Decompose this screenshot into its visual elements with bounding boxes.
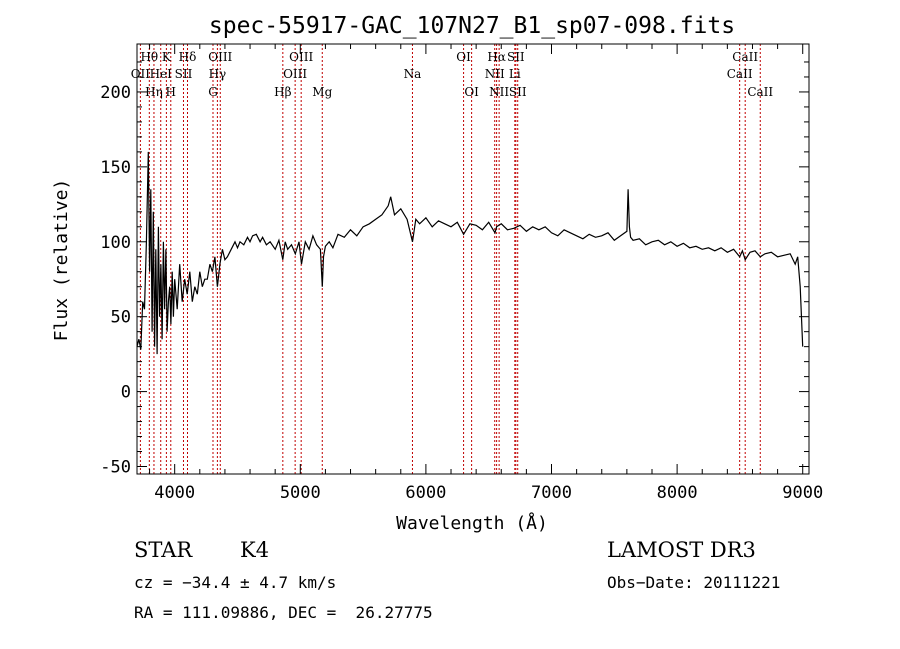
y-axis-label: Flux (relative) (51, 179, 72, 342)
spectral-line-label: K (162, 50, 172, 64)
spectral-line-label: OII (131, 67, 151, 81)
survey-name: LAMOST DR3 (607, 538, 756, 562)
y-tick-label: 0 (121, 383, 131, 403)
spectral-line-label: SII (507, 50, 525, 64)
x-tick-label: 8000 (657, 483, 698, 503)
spectral-line-markers (139, 44, 761, 474)
spectral-line-label: CaII (732, 50, 758, 64)
object-class: STAR (134, 538, 193, 562)
object-subclass: K4 (240, 538, 270, 562)
spectral-line-label: NII (489, 85, 509, 99)
spectral-line-label: Mg (312, 85, 332, 99)
coordinates: RA = 111.09886, DEC = 26.27775 (134, 603, 433, 622)
spectral-line-label: CaII (727, 67, 753, 81)
spectral-line-label: OIII (283, 67, 307, 81)
plot-frame (136, 43, 810, 475)
spectral-line-label: OI (456, 50, 471, 64)
chart-title: spec-55917-GAC_107N27_B1_sp07-098.fits (209, 13, 735, 39)
spectral-line-label: HeI (150, 67, 173, 81)
x-tick-label: 7000 (531, 483, 572, 503)
spectral-line-label: OIII (289, 50, 313, 64)
obs-date: Obs−Date: 20111221 (607, 573, 781, 592)
spectral-line-label: SII (175, 67, 193, 81)
y-tick-label: 200 (100, 83, 131, 103)
flux-series-line (136, 151, 804, 355)
spectral-line-label: Hα (487, 50, 506, 64)
spectral-line-label: Hθ (140, 50, 158, 64)
y-tick-label: 100 (100, 233, 131, 253)
x-tick-label: 9000 (782, 483, 823, 503)
spectral-line-label: Hδ (179, 50, 197, 64)
spectral-line-label: OIII (208, 50, 232, 64)
spectral-line-label: OI (464, 85, 479, 99)
spectral-line-label: Hγ (209, 67, 227, 81)
spectral-line-label: Na (404, 67, 422, 81)
y-tick-label: -50 (100, 458, 131, 478)
x-axis-label: Wavelength (Å) (396, 512, 548, 534)
spectral-line-label: CaII (747, 85, 773, 99)
x-axis-ticks: 4000 5000 6000 7000 8000 9000 (149, 44, 823, 503)
x-tick-label: 4000 (154, 483, 195, 503)
y-tick-label: 150 (100, 158, 131, 178)
x-tick-label: 6000 (405, 483, 446, 503)
spectral-line-label: Hη (145, 85, 163, 99)
redshift-readout: cz = −34.4 ± 4.7 km/s (134, 573, 337, 592)
spectral-line-label: NII (485, 67, 505, 81)
x-tick-label: 5000 (280, 483, 321, 503)
spectral-line-label: G (208, 85, 218, 99)
spectral-line-label: SII (509, 85, 527, 99)
y-axis-ticks: -50 0 50 100 150 200 (100, 61, 809, 478)
spectral-line-label: Hβ (274, 85, 291, 99)
spectral-line-label: H (166, 85, 176, 99)
spectral-line-label: Li (509, 67, 521, 81)
y-tick-label: 50 (111, 308, 131, 328)
spectral-line-labels: Hθ OII Hη K HeI H Hδ SII OIII Hγ G Hβ OIII OIII Mg Na OI… (131, 50, 774, 99)
